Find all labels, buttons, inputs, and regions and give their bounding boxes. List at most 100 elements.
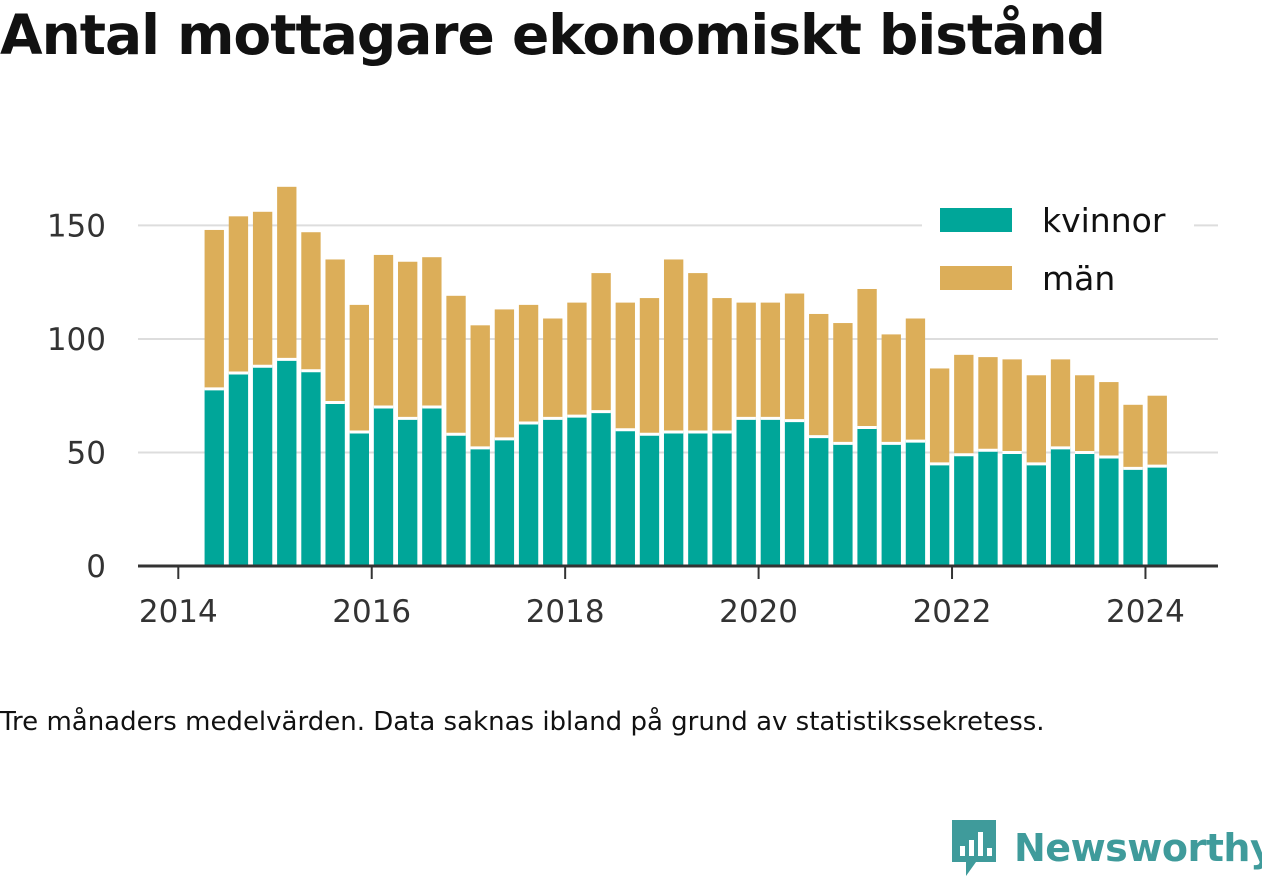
bar-man [325, 259, 345, 403]
bar-kvinnor [446, 434, 466, 566]
legend-label: män [1042, 259, 1115, 298]
bar-man [301, 232, 321, 371]
bar-kvinnor [325, 402, 345, 566]
bar-man [277, 186, 297, 360]
bar-man [736, 302, 756, 419]
bar-kvinnor [929, 463, 950, 566]
bar-kvinnor [1147, 466, 1167, 566]
bar-kvinnor [543, 418, 563, 566]
bar-kvinnor [833, 443, 853, 566]
brand-name: Newsworthy [1014, 826, 1262, 870]
bar-man [494, 309, 515, 439]
x-tick-label: 2014 [139, 594, 218, 630]
bar-man [470, 325, 490, 448]
y-tick-label: 0 [86, 549, 106, 585]
bar-man [1123, 404, 1143, 469]
bar-man [252, 211, 273, 367]
bar-kvinnor [1099, 457, 1119, 566]
newsworthy-logo-icon [952, 820, 996, 876]
bar-man [954, 354, 974, 455]
bar-man [373, 254, 394, 408]
bar-kvinnor [809, 436, 829, 566]
bar-man [518, 304, 539, 423]
legend-swatch [940, 208, 1012, 232]
bar-kvinnor [277, 359, 297, 566]
stacked-bar-chart: 0 50 100 150 2014 2016 2018 2020 2022 2024 kvinno… [47, 186, 1218, 630]
legend-swatch [940, 266, 1012, 290]
chart-title: Antal mottagare ekonomiskt bistånd [0, 3, 1106, 67]
bar-man [784, 293, 805, 421]
x-tick-label: 2024 [1106, 594, 1185, 630]
bar-kvinnor [736, 418, 756, 566]
x-tick-label: 2020 [719, 594, 798, 630]
bar-kvinnor [663, 432, 684, 566]
bar-man [663, 259, 684, 433]
bar-man [567, 302, 587, 417]
bar-kvinnor [712, 432, 732, 566]
legend: kvinnor män [922, 192, 1194, 304]
bar-man [881, 334, 901, 444]
bar-kvinnor [301, 370, 321, 566]
y-tick-label: 100 [47, 322, 106, 358]
x-tick-label: 2022 [913, 594, 992, 630]
axes: 0 50 100 150 2014 2016 2018 2020 2022 2024 [47, 208, 1218, 630]
bar-man [349, 304, 369, 433]
y-tick-label: 150 [47, 208, 106, 244]
bar-kvinnor [228, 373, 249, 566]
bar-man [1026, 375, 1047, 464]
chart-caption: Tre månaders medelvärden. Data saknas ib… [0, 707, 1045, 737]
bar-kvinnor [398, 418, 418, 566]
x-tick-label: 2018 [526, 594, 605, 630]
bar-kvinnor [857, 427, 877, 566]
bar-kvinnor [567, 416, 587, 566]
bar-man [1050, 359, 1071, 448]
bar-kvinnor [349, 432, 369, 566]
bar-kvinnor [881, 443, 901, 566]
bar-kvinnor [373, 407, 394, 566]
bar-man [1099, 382, 1119, 458]
bar-kvinnor [1123, 468, 1143, 566]
bar-man [688, 273, 708, 433]
bar-man [1147, 395, 1167, 467]
bar-kvinnor [252, 366, 273, 566]
bar-man [446, 295, 466, 435]
bar-man [929, 368, 950, 464]
bar-man [760, 302, 781, 419]
bar-kvinnor [470, 447, 490, 566]
legend-label: kvinnor [1042, 201, 1166, 240]
bar-kvinnor [760, 418, 781, 566]
bar-kvinnor [591, 411, 611, 566]
bar-kvinnor [1026, 463, 1047, 566]
bar-man [857, 288, 877, 428]
bar-kvinnor [615, 429, 635, 566]
bar-kvinnor [905, 441, 926, 566]
y-tick-label: 50 [67, 435, 106, 471]
bar-kvinnor [422, 407, 442, 566]
bar-man [228, 216, 249, 373]
bar-kvinnor [639, 434, 660, 566]
bar-kvinnor [1002, 452, 1022, 566]
brand: Newsworthy [948, 818, 1262, 878]
bar-man [639, 298, 660, 435]
bar-kvinnor [978, 450, 998, 566]
bar-kvinnor [204, 388, 224, 566]
bar-kvinnor [784, 420, 805, 566]
bar-man [978, 357, 998, 451]
bar-kvinnor [1075, 452, 1095, 566]
bar-man [615, 302, 635, 430]
x-tick-label: 2016 [332, 594, 411, 630]
bar-man [809, 313, 829, 437]
bar-man [422, 257, 442, 408]
bar-kvinnor [1050, 447, 1071, 566]
bar-man [398, 261, 418, 419]
bar-man [833, 323, 853, 444]
bar-kvinnor [688, 432, 708, 566]
bar-kvinnor [518, 422, 539, 566]
bars [204, 186, 1167, 566]
bar-man [1002, 359, 1022, 453]
bar-man [591, 273, 611, 412]
bar-kvinnor [494, 438, 515, 566]
bar-man [1075, 375, 1095, 453]
bar-man [712, 298, 732, 433]
bar-man [543, 318, 563, 419]
